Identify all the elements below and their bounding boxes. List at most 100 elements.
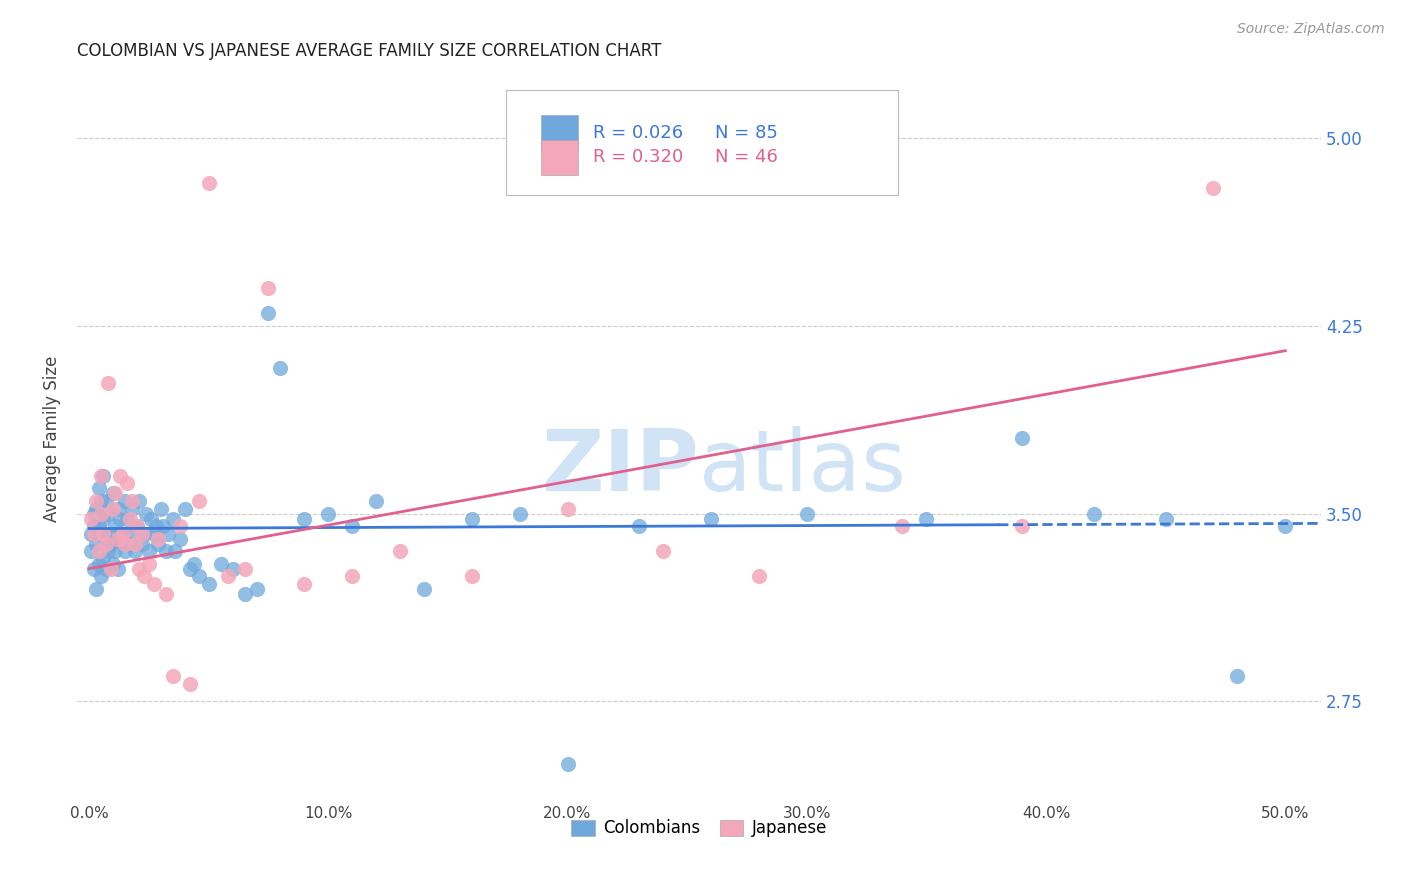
Point bbox=[342, 519, 364, 533]
Point bbox=[132, 569, 155, 583]
Point bbox=[128, 494, 150, 508]
Text: R = 0.026: R = 0.026 bbox=[593, 124, 683, 142]
Point bbox=[94, 494, 117, 508]
Point bbox=[117, 476, 139, 491]
Point bbox=[94, 532, 117, 546]
Point bbox=[100, 526, 122, 541]
Point bbox=[149, 501, 172, 516]
FancyBboxPatch shape bbox=[541, 140, 578, 175]
Point bbox=[142, 526, 165, 541]
Point bbox=[97, 544, 120, 558]
Point bbox=[87, 482, 110, 496]
Point bbox=[100, 536, 122, 550]
Text: N = 85: N = 85 bbox=[716, 124, 778, 142]
Point bbox=[233, 561, 256, 575]
Point bbox=[461, 569, 484, 583]
Point bbox=[152, 519, 174, 533]
Point bbox=[257, 281, 280, 295]
Point bbox=[413, 582, 436, 596]
Point bbox=[104, 486, 127, 500]
Point bbox=[461, 511, 484, 525]
Point bbox=[90, 569, 112, 583]
Point bbox=[155, 587, 177, 601]
Point bbox=[93, 551, 115, 566]
Point bbox=[107, 532, 129, 546]
Point bbox=[100, 561, 122, 575]
Point bbox=[1202, 181, 1225, 195]
Point bbox=[114, 536, 136, 550]
Point bbox=[557, 501, 579, 516]
Point bbox=[84, 501, 107, 516]
Point bbox=[245, 582, 267, 596]
Point bbox=[891, 519, 914, 533]
Point bbox=[121, 501, 143, 516]
Point bbox=[169, 519, 191, 533]
Point bbox=[90, 526, 112, 541]
Point bbox=[1226, 669, 1249, 683]
Point bbox=[188, 569, 211, 583]
Point bbox=[628, 519, 651, 533]
Point bbox=[80, 544, 103, 558]
Point bbox=[316, 507, 339, 521]
Point bbox=[124, 544, 146, 558]
Point bbox=[90, 494, 112, 508]
Point bbox=[107, 561, 129, 575]
Point bbox=[197, 176, 219, 190]
FancyBboxPatch shape bbox=[541, 115, 578, 150]
Point bbox=[97, 507, 120, 521]
Point bbox=[135, 507, 157, 521]
Point bbox=[87, 519, 110, 533]
Point bbox=[83, 519, 105, 533]
Point bbox=[162, 511, 184, 525]
Point bbox=[87, 557, 110, 571]
Point bbox=[80, 511, 103, 525]
Point bbox=[155, 544, 177, 558]
Point bbox=[111, 526, 134, 541]
Point bbox=[84, 582, 107, 596]
Text: COLOMBIAN VS JAPANESE AVERAGE FAMILY SIZE CORRELATION CHART: COLOMBIAN VS JAPANESE AVERAGE FAMILY SIZ… bbox=[77, 42, 661, 60]
Legend: Colombians, Japanese: Colombians, Japanese bbox=[565, 813, 834, 844]
Point bbox=[257, 306, 280, 320]
Point bbox=[118, 511, 141, 525]
Point bbox=[108, 511, 131, 525]
Point bbox=[142, 576, 165, 591]
Point bbox=[156, 526, 179, 541]
Point bbox=[87, 544, 110, 558]
Point bbox=[131, 536, 153, 550]
Point bbox=[748, 569, 770, 583]
Point bbox=[124, 536, 146, 550]
Point bbox=[292, 511, 315, 525]
Point bbox=[700, 511, 723, 525]
Point bbox=[132, 526, 155, 541]
Point bbox=[557, 757, 579, 772]
Text: ZIP: ZIP bbox=[541, 426, 699, 509]
Point bbox=[80, 526, 103, 541]
Point bbox=[108, 532, 131, 546]
Point bbox=[217, 569, 239, 583]
Point bbox=[111, 526, 134, 541]
Text: Source: ZipAtlas.com: Source: ZipAtlas.com bbox=[1237, 22, 1385, 37]
Text: atlas: atlas bbox=[699, 426, 907, 509]
Y-axis label: Average Family Size: Average Family Size bbox=[44, 355, 60, 522]
Point bbox=[162, 669, 184, 683]
Point bbox=[101, 486, 124, 500]
Point bbox=[94, 536, 117, 550]
Point bbox=[104, 519, 127, 533]
Point bbox=[796, 507, 818, 521]
Point bbox=[1011, 519, 1033, 533]
Point bbox=[1154, 511, 1177, 525]
Point bbox=[101, 557, 124, 571]
Point bbox=[148, 536, 170, 550]
Point bbox=[101, 501, 124, 516]
Point bbox=[108, 469, 131, 483]
Point bbox=[389, 544, 412, 558]
Point bbox=[131, 526, 153, 541]
Point bbox=[141, 511, 163, 525]
Point bbox=[342, 569, 364, 583]
Point bbox=[138, 544, 160, 558]
Point bbox=[188, 494, 211, 508]
Text: R = 0.320: R = 0.320 bbox=[593, 148, 683, 166]
Point bbox=[221, 561, 243, 575]
Point bbox=[118, 536, 141, 550]
Point bbox=[93, 526, 115, 541]
